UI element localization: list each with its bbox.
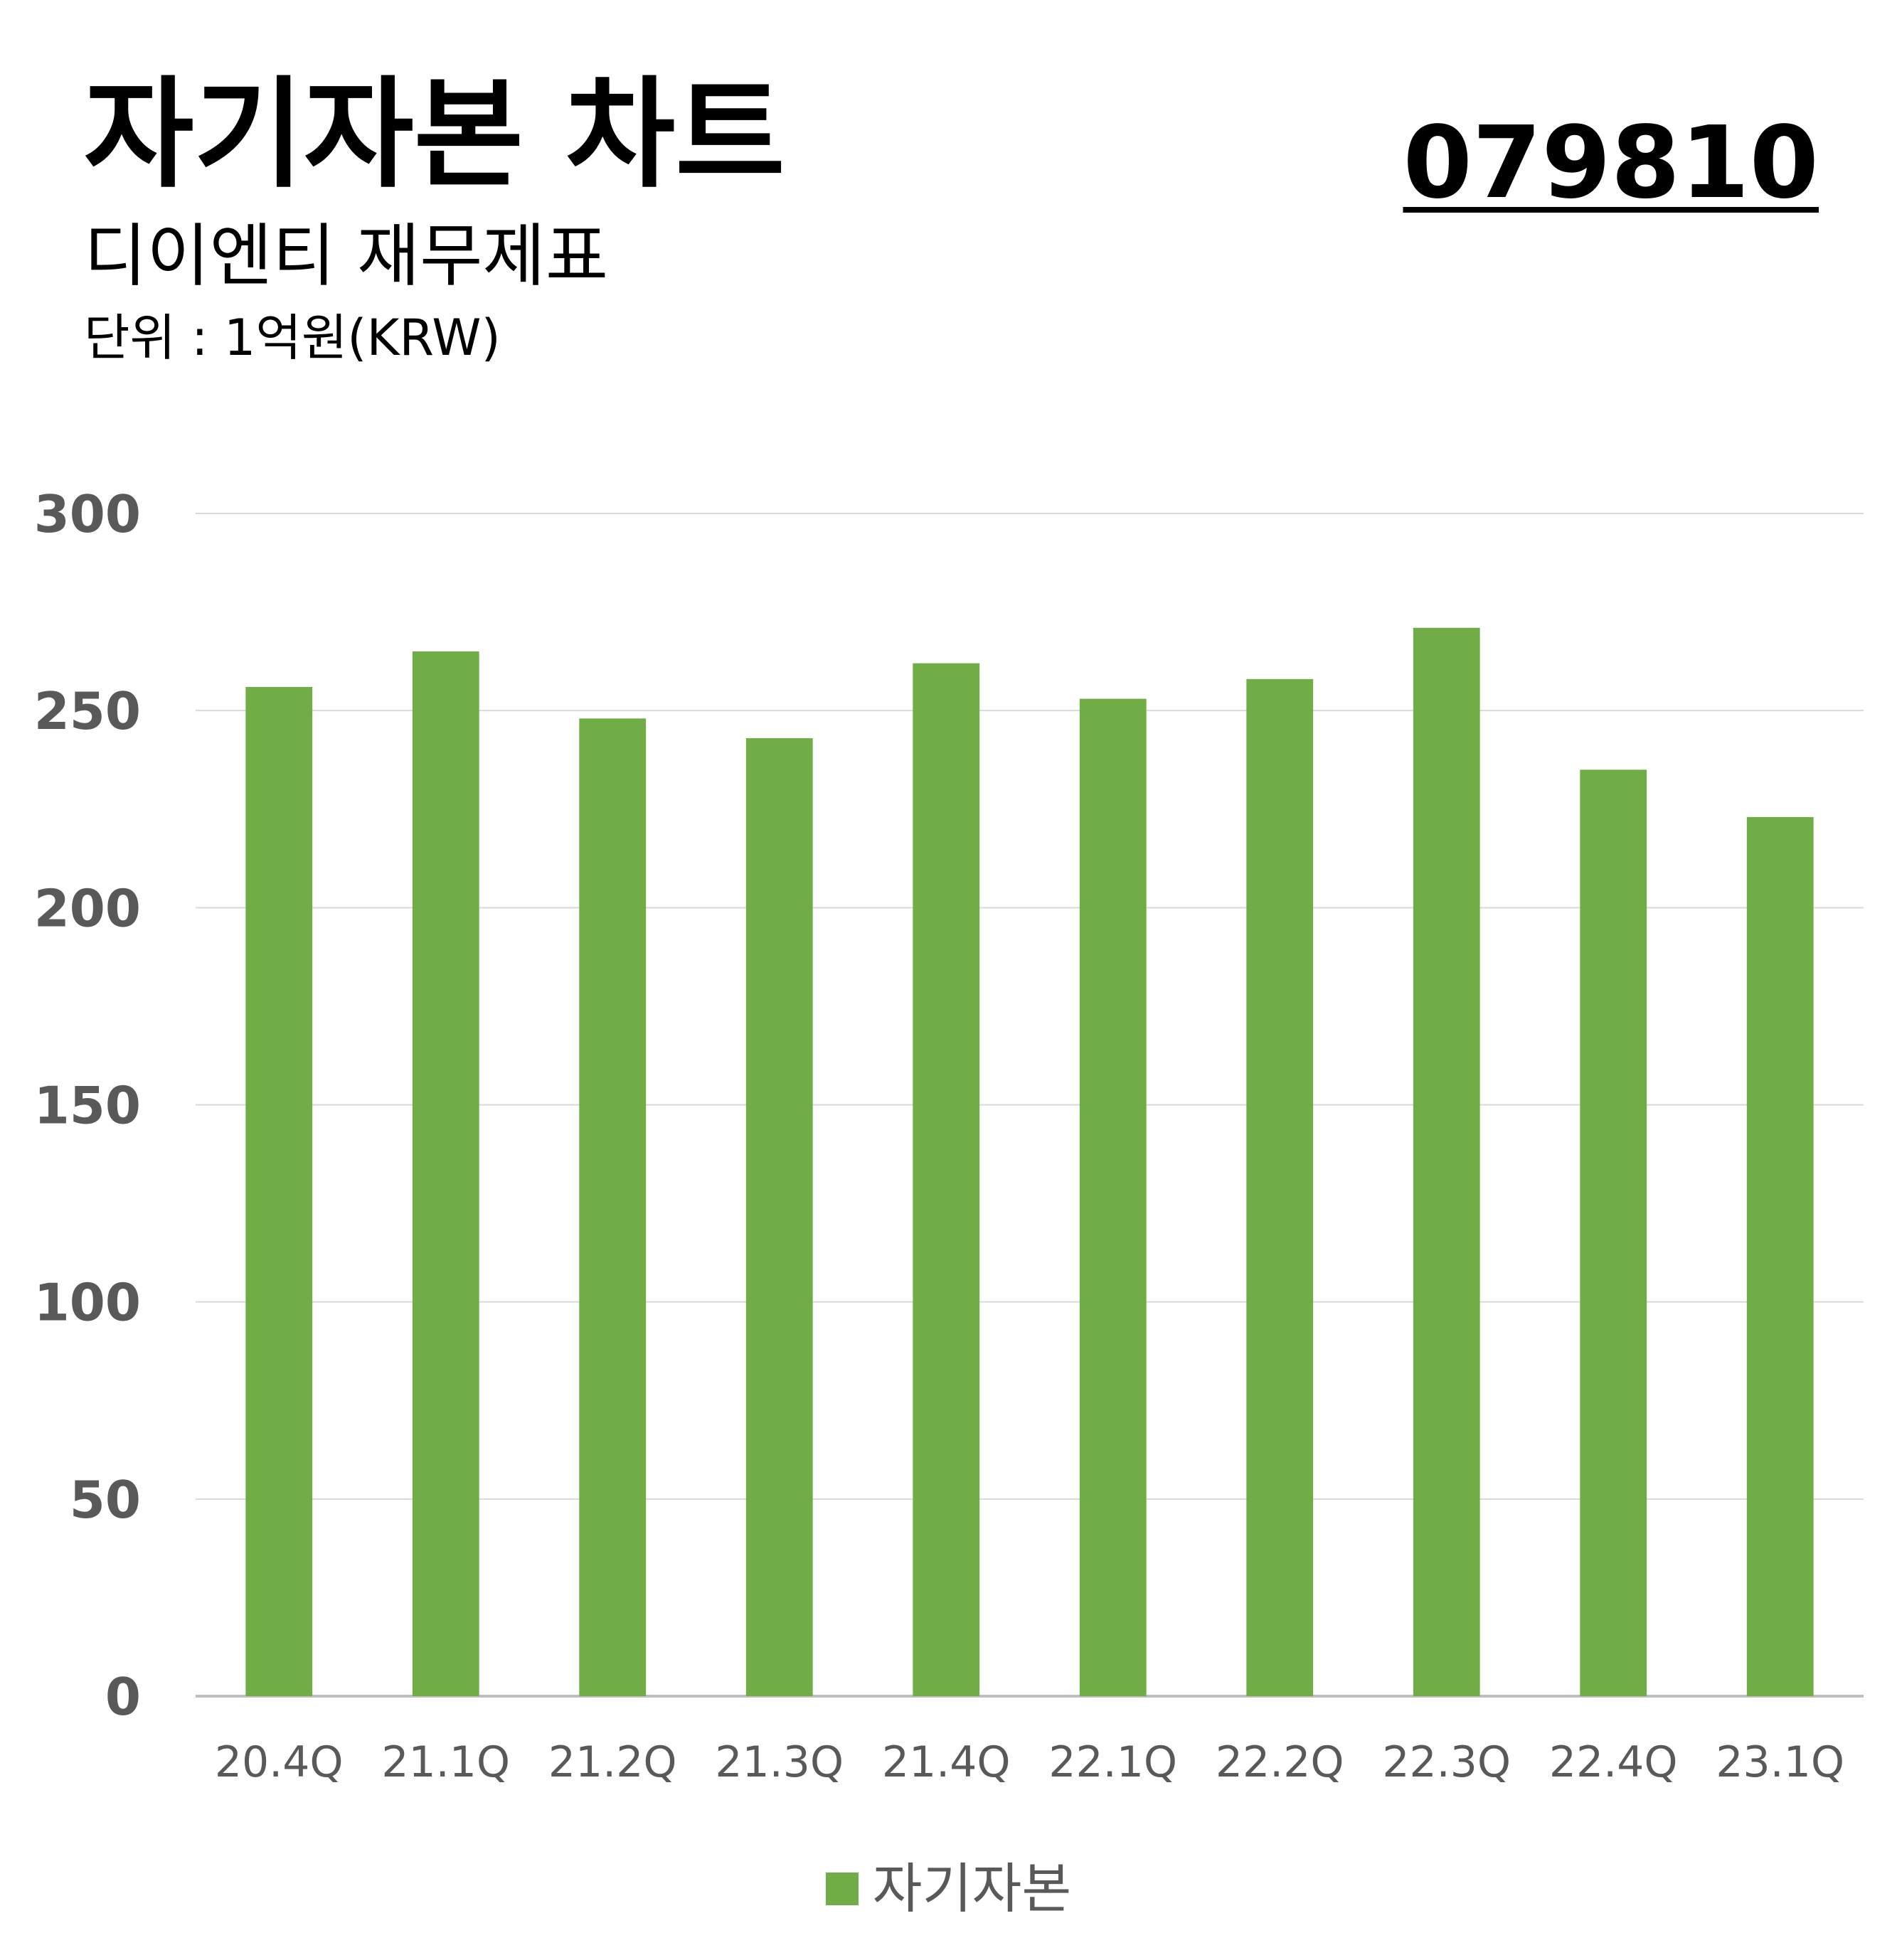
y-tick-label: 300	[34, 484, 141, 544]
unit-label: 단위 : 1억원(KRW)	[84, 309, 501, 367]
bar-20.4Q	[245, 686, 313, 1696]
y-tick-label: 200	[34, 878, 141, 938]
bar-22.2Q	[1246, 678, 1314, 1696]
y-axis-ticks: 0 50 100 150 200 250 300	[34, 484, 141, 1727]
x-tick-label: 23.1Q	[1716, 1737, 1844, 1787]
y-tick-label: 250	[34, 681, 141, 741]
bar-21.1Q	[412, 651, 479, 1697]
y-tick-label: 50	[70, 1470, 141, 1530]
y-tick-label: 0	[105, 1667, 141, 1727]
x-tick-label: 21.2Q	[548, 1737, 677, 1787]
legend-swatch	[825, 1873, 859, 1905]
x-tick-label: 21.1Q	[381, 1737, 510, 1787]
bar-22.1Q	[1079, 698, 1147, 1697]
legend: 자기자본	[0, 1862, 1897, 1916]
x-tick-label: 22.2Q	[1216, 1737, 1344, 1787]
x-tick-label: 22.1Q	[1048, 1737, 1177, 1787]
x-tick-label: 22.4Q	[1549, 1737, 1678, 1787]
x-tick-label: 20.4Q	[215, 1737, 344, 1787]
bar-21.4Q	[913, 663, 980, 1696]
bar-21.3Q	[745, 737, 813, 1696]
page-title: 자기자본 차트	[84, 65, 785, 204]
y-tick-label: 100	[34, 1273, 141, 1333]
x-tick-label: 21.3Q	[715, 1737, 844, 1787]
bar-22.4Q	[1580, 769, 1647, 1696]
stock-code: 079810	[1403, 105, 1819, 221]
x-axis-ticks: 20.4Q 21.1Q 21.2Q 21.3Q 21.4Q 22.1Q 22.2Q 22.3Q…	[215, 1737, 1844, 1787]
y-tick-label: 150	[34, 1076, 141, 1136]
bars	[245, 627, 1814, 1697]
bar-21.2Q	[579, 718, 647, 1696]
x-tick-label: 21.4Q	[882, 1737, 1011, 1787]
legend-label: 자기자본	[872, 1857, 1072, 1920]
page-subtitle: 디이엔티 재무제표	[84, 216, 609, 296]
bar-23.1Q	[1746, 816, 1814, 1696]
bar-22.3Q	[1413, 627, 1480, 1697]
x-tick-label: 22.3Q	[1382, 1737, 1511, 1787]
